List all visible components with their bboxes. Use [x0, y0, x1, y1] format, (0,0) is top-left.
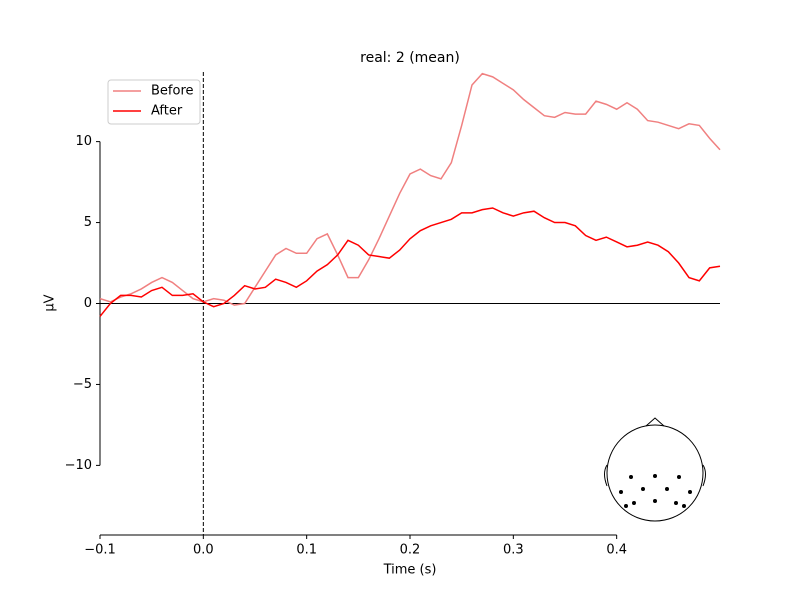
y-tick-label: 10 — [75, 134, 92, 149]
series-line — [99, 207, 721, 317]
x-tick-label: 0.1 — [296, 543, 317, 558]
y-axis-label: µV — [43, 294, 58, 311]
x-tick-label: 0.2 — [400, 543, 421, 558]
chart-title: real: 2 (mean) — [360, 50, 460, 66]
x-axis-label: Time (s) — [383, 563, 437, 578]
legend-label: Before — [151, 84, 194, 99]
x-tick-label: 0.4 — [606, 543, 627, 558]
y-tick-label: 5 — [84, 215, 92, 230]
x-tick-label: 0.3 — [503, 543, 524, 558]
x-tick-label: −0.1 — [84, 543, 116, 558]
y-tick-label: 0 — [84, 296, 92, 311]
y-tick-label: −5 — [73, 377, 92, 392]
y-tick-label: −10 — [65, 458, 92, 473]
legend-label: After — [151, 104, 183, 119]
sensor-head — [604, 417, 706, 522]
x-tick-label: 0.0 — [193, 543, 214, 558]
